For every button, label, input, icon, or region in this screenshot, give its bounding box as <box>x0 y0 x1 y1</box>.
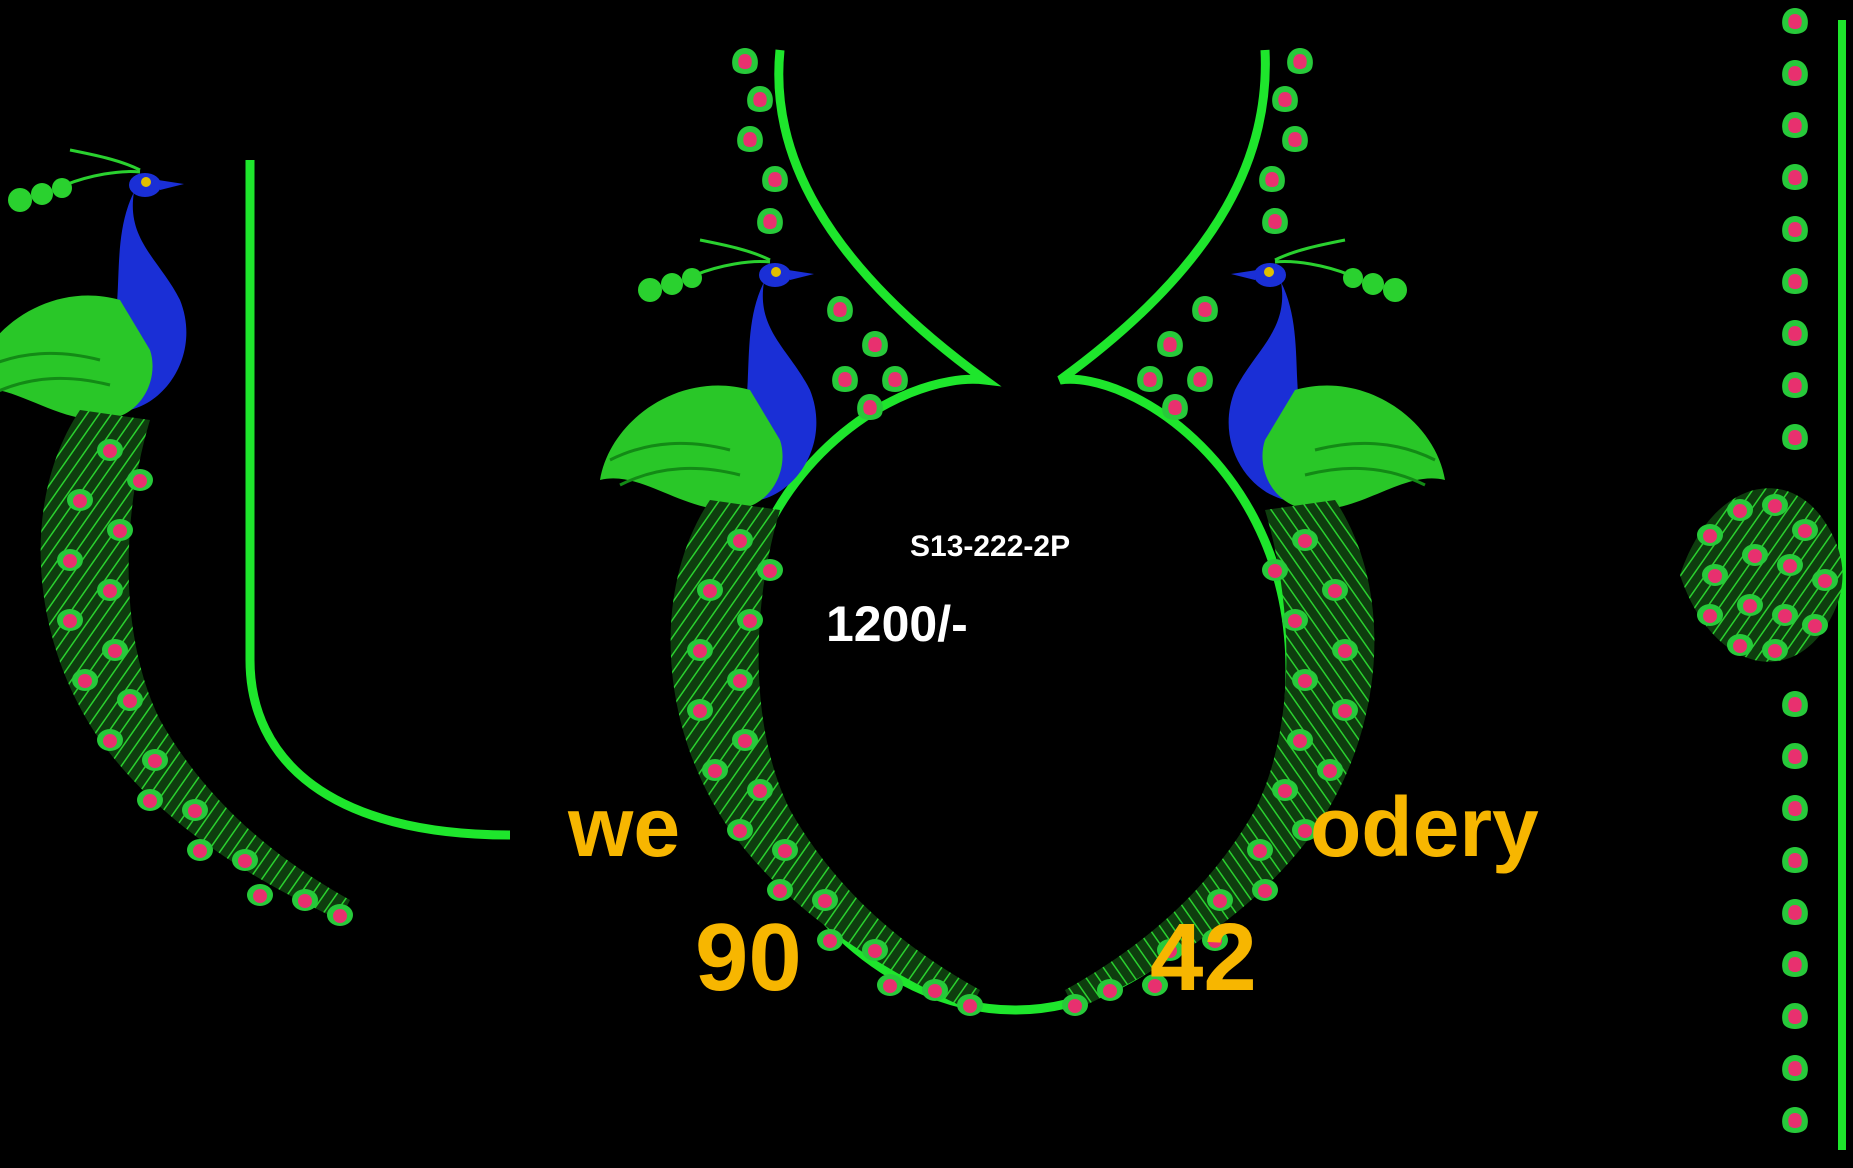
design-code: S13-222-2P <box>910 530 1071 563</box>
left-sleeve-design <box>0 150 511 926</box>
watermark-text-right: odery <box>1310 780 1539 874</box>
border-design <box>1680 8 1846 1150</box>
peacock-icon <box>0 150 353 926</box>
neck-design <box>600 48 1445 1016</box>
watermark-number-right: 42 <box>1150 904 1257 1011</box>
price-label: 1200/- <box>826 596 968 652</box>
watermark-text-left: we <box>568 780 681 874</box>
watermark-number-left: 90 <box>695 904 802 1011</box>
peacock-feather-icon <box>1680 488 1843 662</box>
peacock-icon <box>1062 240 1445 1016</box>
